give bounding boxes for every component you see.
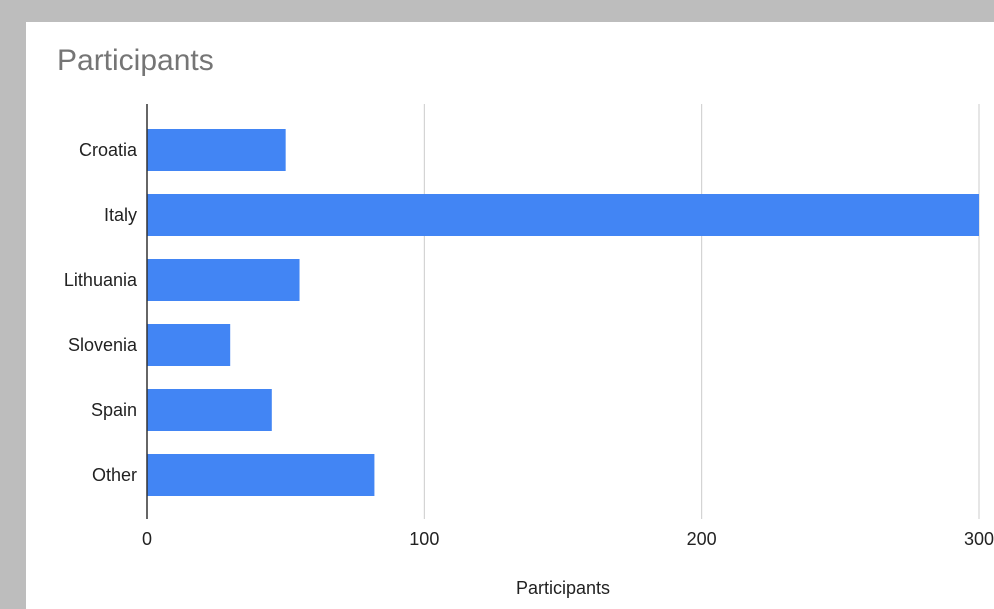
bar-slovenia — [147, 324, 231, 366]
chart-title: Participants — [57, 44, 214, 77]
y-tick-label-slovenia: Slovenia — [68, 335, 138, 355]
bar-lithuania — [147, 259, 300, 301]
bar-other — [147, 454, 375, 496]
y-tick-label-lithuania: Lithuania — [64, 270, 138, 290]
y-tick-label-croatia: Croatia — [79, 140, 138, 160]
x-tick-label-0: 0 — [142, 529, 152, 549]
x-axis-title: Participants — [516, 578, 610, 598]
y-tick-label-spain: Spain — [91, 400, 137, 420]
bar-spain — [147, 389, 272, 431]
y-tick-label-other: Other — [92, 465, 137, 485]
y-tick-label-italy: Italy — [104, 205, 137, 225]
gridlines — [423, 104, 980, 519]
bar-italy — [147, 194, 979, 236]
bar-croatia — [147, 129, 286, 171]
chart-card — [26, 22, 994, 609]
bars — [147, 129, 979, 496]
x-tick-label-300: 300 — [964, 529, 994, 549]
x-tick-label-200: 200 — [687, 529, 717, 549]
tick-labels: 0 100 200 300 Croatia Italy Lithuania Slovenia S… — [64, 140, 994, 549]
x-tick-label-100: 100 — [409, 529, 439, 549]
